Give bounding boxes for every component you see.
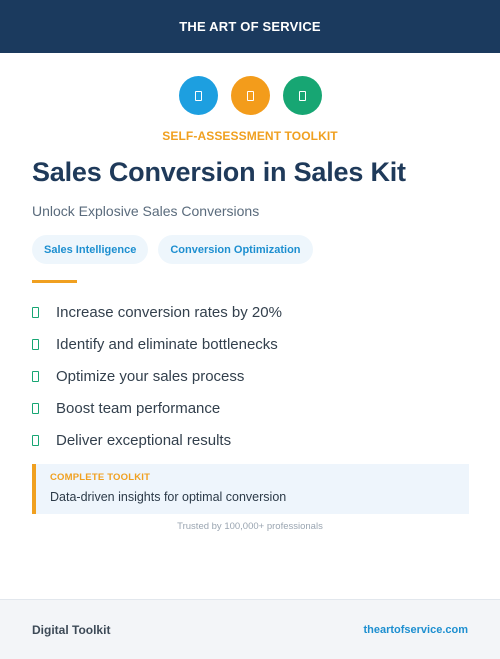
feature-item: Identify and eliminate bottlenecks [32,328,282,360]
callout-text: Data-driven insights for optimal convers… [50,490,287,504]
icon-row [0,76,500,115]
feature-item: Deliver exceptional results [32,424,282,456]
check-icon [32,338,39,350]
page-subtitle: Unlock Explosive Sales Conversions [32,203,260,219]
feature-item: Increase conversion rates by 20% [32,296,282,328]
feature-item: Boost team performance [32,392,282,424]
toolkit-callout: COMPLETE TOOLKIT Data-driven insights fo… [32,464,469,514]
tag-sales-intelligence: Sales Intelligence [32,235,149,264]
check-icon [32,370,39,382]
tag-conversion-optimization: Conversion Optimization [158,235,313,264]
orange-document-icon [230,76,270,115]
check-icon [32,306,39,318]
document-glyph-icon [246,90,254,101]
trust-note: Trusted by 100,000+ professionals [177,521,323,532]
document-glyph-icon [298,90,306,101]
page-title: Sales Conversion in Sales Kit [32,157,406,187]
brand-header: THE ART OF SERVICE [0,0,500,53]
check-icon [32,402,39,414]
callout-label: COMPLETE TOOLKIT [50,472,151,483]
brand-name: THE ART OF SERVICE [179,19,321,34]
blue-document-icon [178,76,218,115]
tag-list: Sales Intelligence Conversion Optimizati… [32,235,313,264]
feature-text: Optimize your sales process [56,367,245,385]
check-icon [32,434,39,446]
kit-label: SELF-ASSESSMENT TOOLKIT [162,129,338,143]
footer-website-link[interactable]: theartofservice.com [363,623,468,636]
feature-text: Identify and eliminate bottlenecks [56,335,278,353]
page-footer: Digital Toolkit theartofservice.com [0,599,500,659]
feature-text: Increase conversion rates by 20% [56,303,282,321]
feature-text: Deliver exceptional results [56,431,232,449]
footer-label: Digital Toolkit [32,622,111,637]
green-document-icon [282,76,322,115]
accent-divider [32,280,77,283]
document-glyph-icon [194,90,202,101]
feature-item: Optimize your sales process [32,360,282,392]
feature-text: Boost team performance [56,399,221,417]
feature-list: Increase conversion rates by 20% Identif… [32,296,282,456]
